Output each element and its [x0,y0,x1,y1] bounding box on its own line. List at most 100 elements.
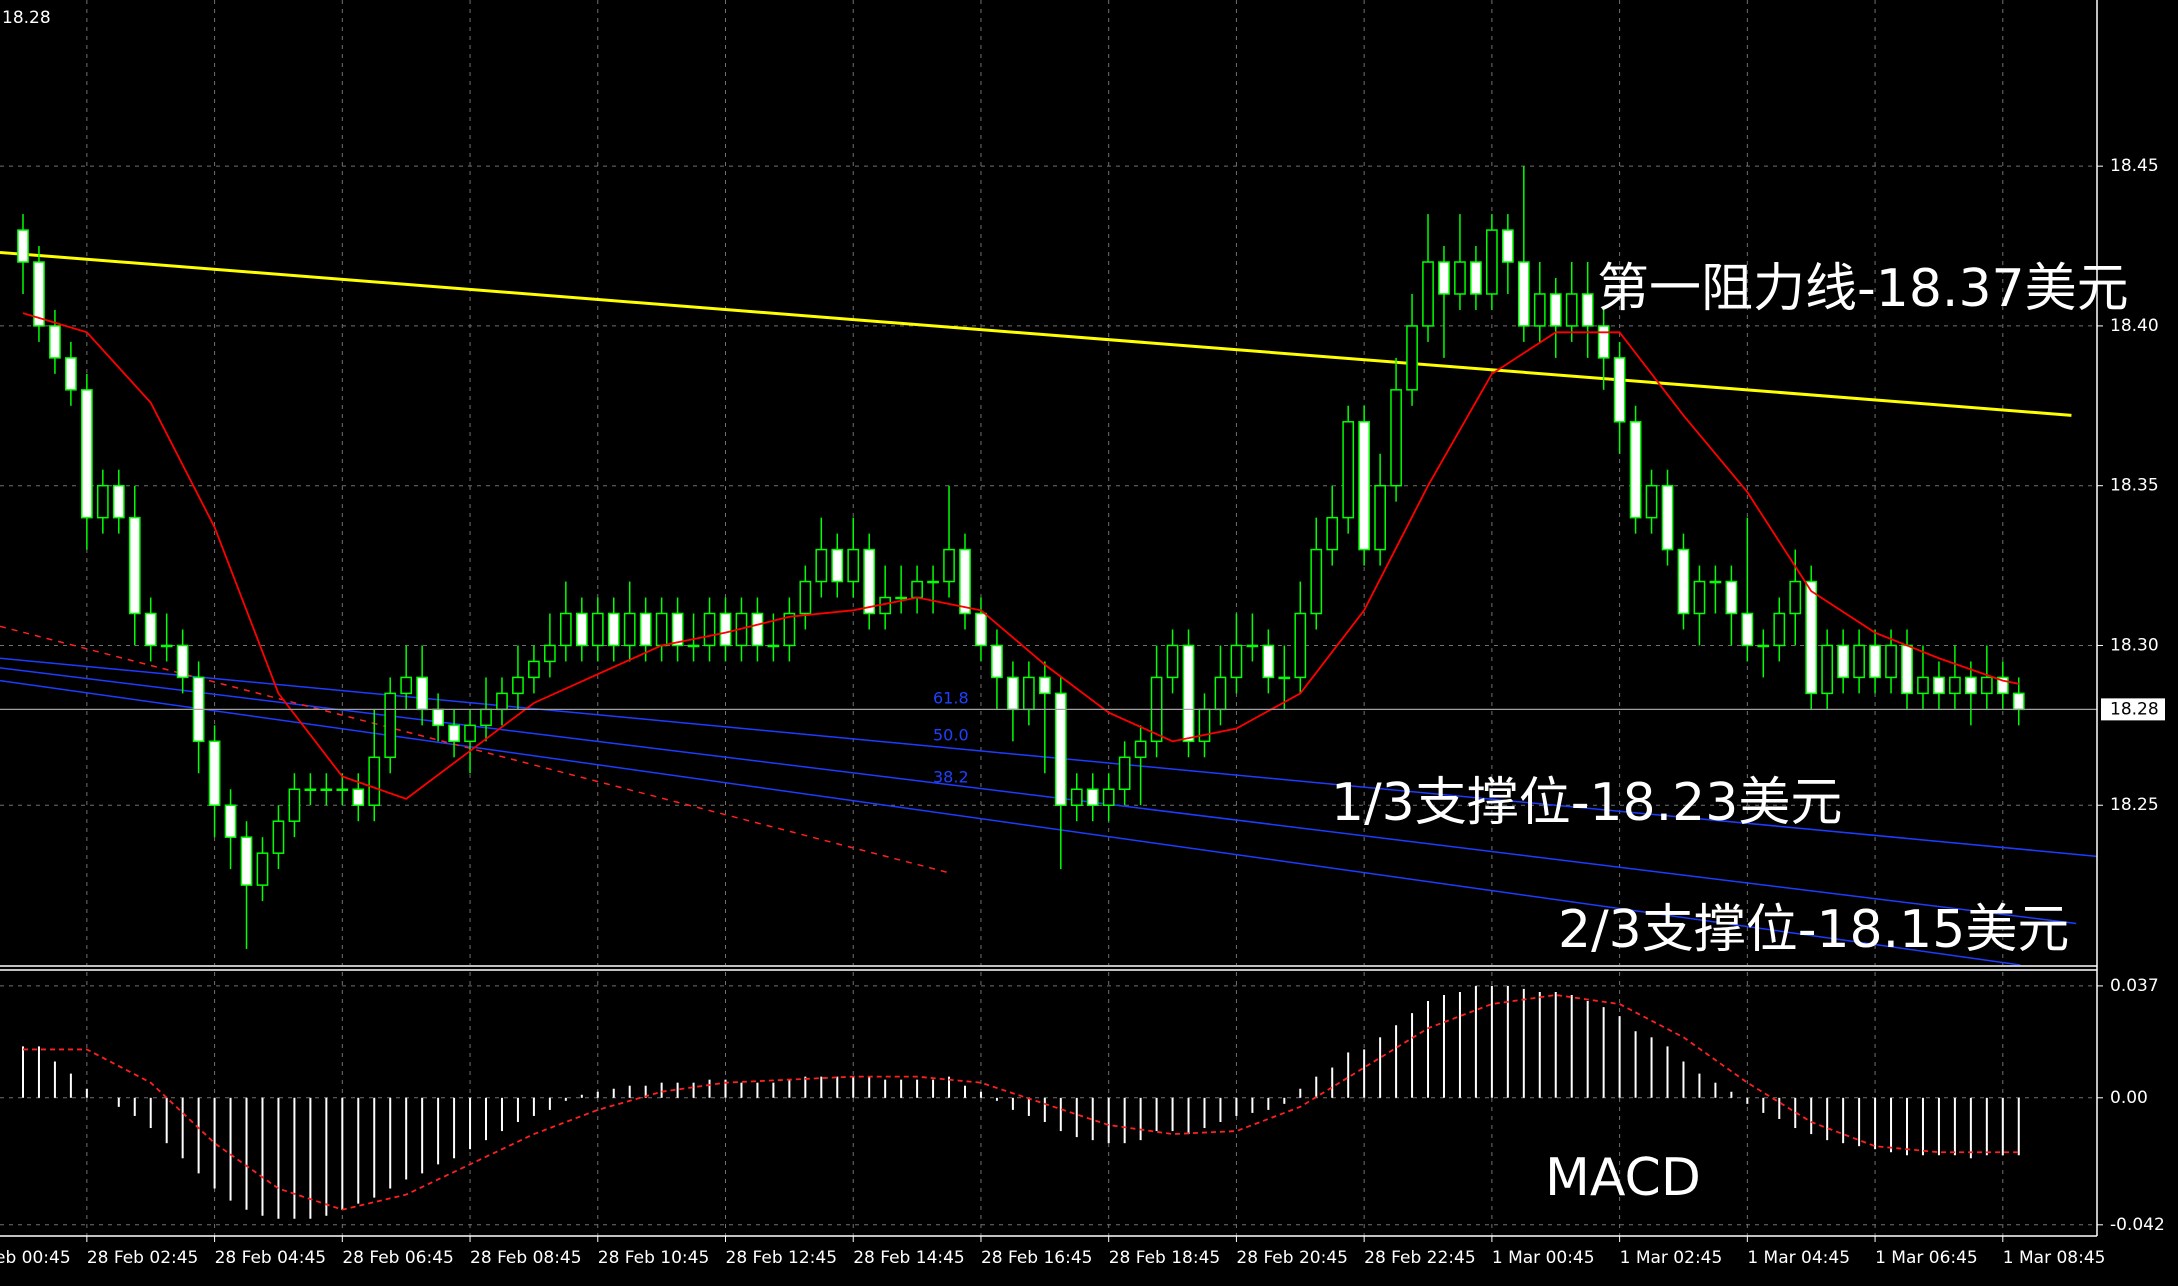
candle-body [799,580,812,615]
fib-label: 50.0 [933,726,969,745]
candle-body [1965,676,1977,695]
x-tick-label: 1 Mar 00:45 [1492,1248,1595,1268]
y-tick-label: 18.45 [2110,156,2159,176]
candle-body [927,580,939,584]
candle-body [1390,389,1402,487]
candle-body [1214,676,1227,711]
candle-body [416,676,429,711]
candle-body [1757,644,1770,648]
candle-body [575,612,588,647]
candle-body [112,484,125,519]
candle-body [1869,644,1881,679]
candle-body [33,261,45,327]
candle-body [1996,676,2009,695]
candle-body [1262,644,1275,679]
candle-body [1933,676,1945,695]
candle-body [847,548,860,583]
trend-line [0,657,2097,858]
candle-body [1118,756,1131,791]
x-tick-label: 28 Feb 14:45 [853,1248,965,1268]
candle-body [959,548,971,615]
annotation: 1/3支撑位-18.23美元 [1331,773,1842,833]
candle-body [719,612,732,647]
trend-line [0,667,2077,925]
x-tick-label: 28 Feb 10:45 [598,1248,710,1268]
candle-body [687,644,700,648]
candle-body [1821,644,1834,695]
candle-body [639,612,652,647]
candle-body [1342,421,1355,519]
x-tick-label: 28 Feb 20:45 [1236,1248,1348,1268]
candle-body [703,612,716,647]
candle-body [1023,676,1035,711]
main-panel [0,0,2097,965]
y-tick-label: 0.00 [2110,1088,2148,1108]
macd-label: MACD [1545,1148,1701,1208]
x-tick-label: 28 Feb 12:45 [726,1248,838,1268]
candle-body [1549,293,1562,327]
candle-body [224,804,237,838]
candle-body [480,708,492,727]
candle-body [1789,580,1802,615]
candle-body [304,788,317,792]
x-tick-label: 28 Feb 02:45 [87,1248,199,1268]
candle-body [671,612,684,647]
candle-body [975,612,987,647]
candle-body [1901,644,1913,695]
candle-body [1246,644,1259,648]
candle-body [1693,580,1706,615]
candle-body [512,676,524,695]
candle-body [1007,676,1019,711]
candle-body [1677,548,1690,615]
candle-body [591,612,604,647]
candle-body [1486,229,1498,295]
symbol-price: 18.28 [2,8,51,28]
candle-body [288,788,301,822]
moving-average [22,312,2019,800]
macd-signal [22,994,2019,1211]
candle-body [128,516,141,615]
candle-body [655,612,668,647]
candle-body [1182,644,1195,743]
candle-body [1773,612,1786,647]
candle-body [1294,612,1307,679]
candle-body [1230,644,1243,679]
x-tick-label: 28 Feb 06:45 [342,1248,454,1268]
candle-body [1501,229,1514,263]
y-tick-label: 18.35 [2110,476,2159,496]
candle-body [1374,484,1386,551]
x-tick-label: 1 Mar 06:45 [1875,1248,1978,1268]
candle-body [336,788,349,792]
annotation: 2/3支撑位-18.15美元 [1558,900,2069,960]
candle-body [559,612,572,647]
candle-body [1310,548,1323,615]
candle-body [1278,676,1291,680]
candle-body [895,596,907,600]
candle-body [1358,421,1371,551]
candle-body [400,676,413,695]
x-tick-label: 28 Feb 00:45 [0,1248,71,1268]
candle-body [240,836,253,886]
candle-body [448,724,460,743]
candle-body [544,644,556,663]
candle-body [464,724,476,743]
candle-body [1629,421,1642,519]
candle-body [1725,580,1738,615]
macd-panel [0,972,2097,1236]
trend-line [0,679,2021,965]
x-tick-label: 1 Mar 08:45 [2003,1248,2106,1268]
candle-body [160,644,173,648]
candle-body [1422,261,1434,327]
candle-body [911,580,923,599]
x-tick-label: 28 Feb 18:45 [1109,1248,1221,1268]
candle-body [751,612,764,647]
candle-body [17,229,29,263]
candle-body [1517,261,1530,327]
candle-body [783,612,796,647]
candle-body [1565,293,1578,327]
x-tick-label: 28 Feb 16:45 [981,1248,1093,1268]
candle-body [1470,261,1482,295]
candle-body [815,548,828,583]
annotation: 第一阻力线-18.37美元 [1597,259,2129,319]
candle-body [2012,692,2025,711]
